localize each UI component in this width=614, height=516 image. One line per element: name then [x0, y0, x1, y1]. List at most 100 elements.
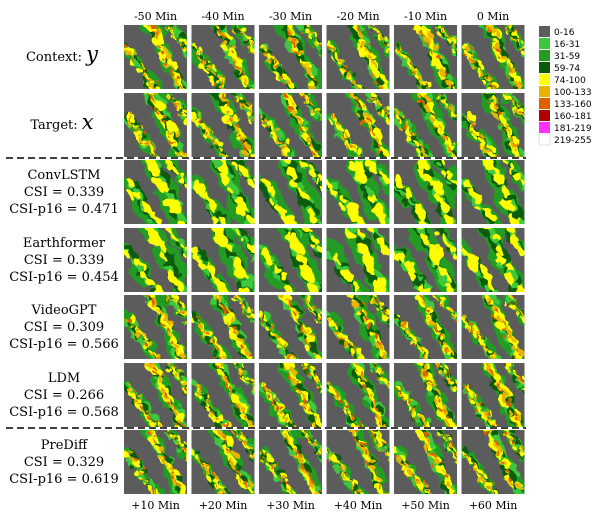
legend-label: 0-16	[554, 28, 575, 38]
precip-field	[124, 228, 187, 292]
legend-swatch	[539, 74, 550, 85]
panel-ldm-3	[259, 363, 322, 427]
metric-ldm: CSI-p16 = 0.568	[9, 405, 119, 420]
precip-field	[394, 295, 457, 359]
legend-label: 16-31	[554, 40, 580, 50]
metric-earthformer: CSI-p16 = 0.454	[9, 270, 119, 285]
precip-field	[326, 228, 390, 292]
legend-label: 59-74	[554, 64, 580, 74]
legend-swatch	[539, 98, 550, 109]
precip-field	[326, 295, 390, 359]
top-time-label: -50 Min	[134, 10, 177, 23]
panel-grid	[124, 25, 525, 494]
legend-swatch	[539, 122, 550, 133]
panel-target-2	[191, 93, 255, 157]
metric-prediff: CSI-p16 = 0.619	[9, 472, 119, 487]
metric-earthformer: CSI = 0.339	[24, 253, 104, 268]
precip-field	[124, 295, 187, 359]
model-name-prediff: PreDiff	[41, 438, 89, 453]
precip-field	[326, 363, 390, 427]
precip-field	[461, 430, 525, 494]
precip-field	[394, 228, 457, 292]
bottom-time-label: +40 Min	[334, 499, 383, 512]
precip-field	[461, 363, 525, 427]
precip-field	[394, 363, 457, 427]
panel-convlstm-3	[259, 160, 322, 224]
metric-prediff: CSI = 0.329	[24, 455, 104, 470]
precip-field	[124, 363, 187, 427]
separators	[6, 157, 526, 429]
panel-videogpt-2	[191, 295, 255, 359]
panel-ldm-4	[326, 363, 390, 427]
bottom-time-label: +30 Min	[266, 499, 315, 512]
panel-target-5	[394, 93, 457, 157]
panel-ldm-2	[191, 363, 255, 427]
legend-label: 100-133	[554, 88, 592, 98]
precip-field	[326, 93, 390, 157]
precip-field	[259, 160, 322, 224]
legend-swatch	[539, 110, 550, 121]
legend-swatch	[539, 62, 550, 73]
panel-context-6	[461, 25, 525, 89]
panel-videogpt-3	[259, 295, 322, 359]
legend-label: 74-100	[554, 76, 586, 86]
panel-earthformer-2	[191, 228, 255, 292]
metric-convlstm: CSI = 0.339	[24, 185, 104, 200]
metric-videogpt: CSI = 0.309	[24, 320, 104, 335]
panel-convlstm-5	[394, 160, 457, 224]
precip-field	[394, 430, 457, 494]
bottom-time-labels: +10 Min +20 Min +30 Min +40 Min +50 Min +60 M…	[131, 499, 517, 512]
precip-field	[259, 228, 322, 292]
precip-field	[461, 228, 525, 292]
panel-videogpt-6	[461, 295, 525, 359]
legend-swatch	[538, 133, 551, 146]
bottom-time-label: +50 Min	[401, 499, 450, 512]
metric-videogpt: CSI-p16 = 0.566	[9, 337, 119, 352]
panel-target-3	[259, 93, 322, 157]
bottom-time-label: +10 Min	[131, 499, 180, 512]
legend-label: 181-219	[554, 124, 592, 134]
panel-earthformer-6	[461, 228, 525, 292]
precip-field	[191, 228, 255, 292]
top-time-label: -30 Min	[269, 10, 312, 23]
legend-label: 133-160	[554, 100, 592, 110]
panel-convlstm-4	[326, 160, 390, 224]
precip-field	[461, 25, 525, 89]
legend-label: 160-181	[554, 112, 592, 122]
panel-prediff-5	[394, 430, 457, 494]
panel-context-5	[394, 25, 457, 89]
precip-field	[326, 25, 390, 89]
precip-field	[191, 430, 255, 494]
precip-field	[191, 363, 255, 427]
panel-context-2	[191, 25, 255, 89]
panel-prediff-6	[461, 430, 525, 494]
panel-ldm-5	[394, 363, 457, 427]
top-time-labels: -50 Min -40 Min -30 Min -20 Min -10 Min 0 Min	[134, 10, 509, 23]
top-time-label: -20 Min	[336, 10, 379, 23]
colorbar-legend: 0-16 16-31 31-59 59-74 74-100 100-133 133-160 1…	[538, 26, 592, 146]
panel-earthformer-5	[394, 228, 457, 292]
panel-convlstm-6	[461, 160, 525, 224]
precip-field	[124, 93, 187, 157]
precip-field	[259, 430, 322, 494]
precip-field	[259, 93, 322, 157]
legend-swatch	[539, 38, 550, 49]
panel-convlstm-2	[191, 160, 255, 224]
precip-field	[326, 430, 390, 494]
precip-field	[191, 160, 255, 224]
panel-target-1	[124, 93, 187, 157]
panel-earthformer-3	[259, 228, 322, 292]
precip-field	[461, 160, 525, 224]
panel-videogpt-4	[326, 295, 390, 359]
panel-earthformer-1	[124, 228, 187, 292]
model-name-videogpt: VideoGPT	[31, 303, 97, 318]
precip-field	[124, 430, 187, 494]
panel-context-1	[124, 25, 187, 89]
panel-prediff-1	[124, 430, 187, 494]
row-labels: Context: y Target: x ConvLSTM CSI = 0.339 CS…	[9, 42, 119, 487]
panel-target-4	[326, 93, 390, 157]
panel-prediff-4	[326, 430, 390, 494]
model-name-earthformer: Earthformer	[23, 236, 106, 251]
precip-field	[394, 160, 457, 224]
